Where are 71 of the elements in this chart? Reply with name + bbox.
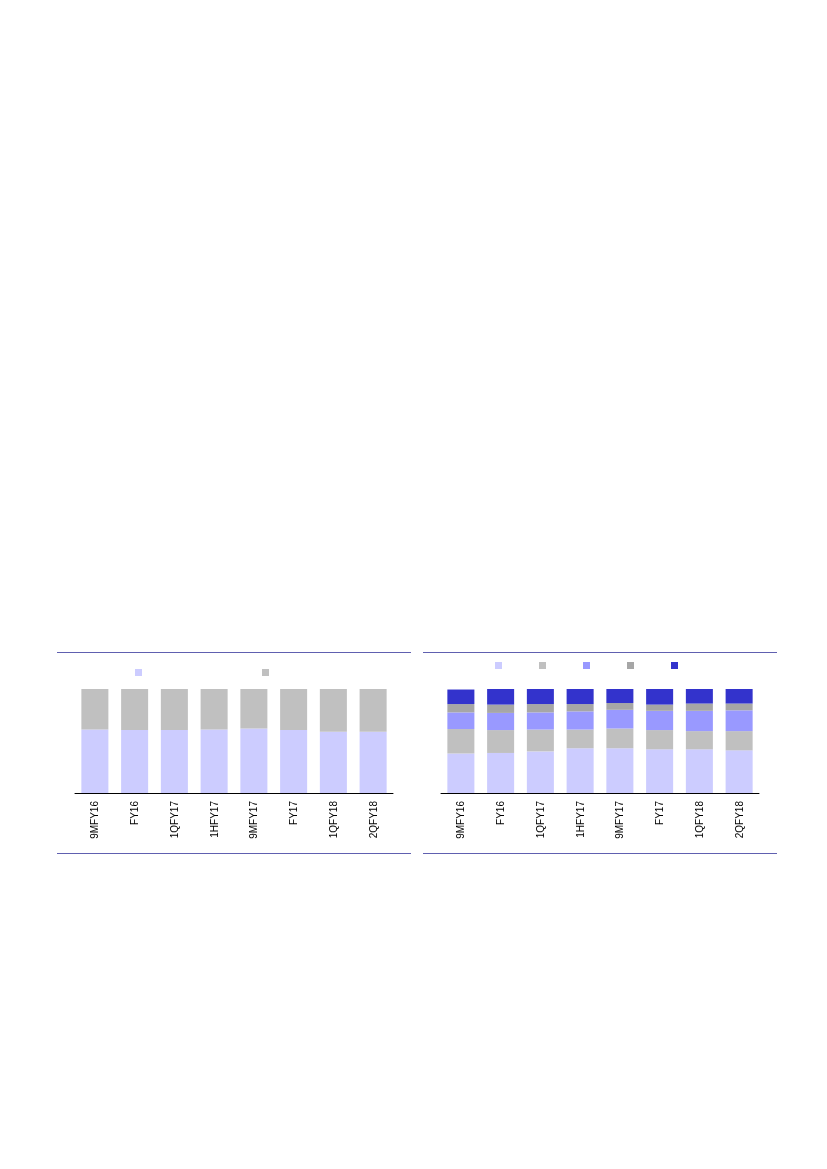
bar	[685, 710, 713, 732]
bar	[606, 703, 634, 710]
x-tick-label: 9MFY16	[89, 800, 101, 839]
bar	[200, 689, 228, 730]
bar	[526, 704, 554, 713]
bar	[280, 689, 308, 731]
bar	[566, 704, 594, 712]
bar	[81, 689, 109, 730]
x-tick-label: 2QFY18	[733, 800, 745, 839]
x-tick-label: FY16	[495, 800, 507, 825]
bar	[606, 689, 634, 704]
bar	[526, 751, 554, 793]
bar	[447, 712, 475, 730]
x-tick-label: 1QFY18	[327, 800, 339, 839]
bar	[566, 711, 594, 730]
bar	[487, 730, 515, 753]
x-tick-label: 1HFY17	[574, 800, 586, 838]
x-tick-label: FY17	[288, 800, 300, 825]
bar	[725, 710, 753, 732]
bar	[280, 730, 308, 793]
bar	[319, 731, 347, 793]
bar	[725, 731, 753, 751]
bar	[685, 703, 713, 711]
bar	[725, 750, 753, 793]
bar	[646, 704, 674, 711]
bar	[566, 689, 594, 705]
bar	[160, 730, 188, 793]
bar	[160, 689, 188, 731]
bar	[526, 729, 554, 752]
x-tick-label: 9MFY16	[455, 800, 467, 839]
bar	[606, 748, 634, 793]
bar	[487, 752, 515, 793]
x-tick-label: 1QFY18	[693, 800, 705, 839]
x-tick-label: 2QFY18	[367, 800, 379, 839]
bar	[606, 709, 634, 729]
bar	[359, 689, 387, 732]
bar	[359, 731, 387, 793]
bar	[526, 712, 554, 730]
x-tick-label: FY17	[654, 800, 666, 825]
bar	[685, 731, 713, 750]
bar	[646, 689, 674, 705]
bar	[447, 729, 475, 754]
bar	[487, 704, 515, 713]
bar	[685, 689, 713, 704]
x-tick-label: FY16	[129, 800, 141, 825]
bar	[240, 728, 268, 793]
bar	[526, 689, 554, 705]
bar	[81, 729, 109, 793]
bar	[566, 729, 594, 749]
x-tick-label: 1QFY17	[534, 800, 546, 839]
bar	[447, 753, 475, 793]
bar	[121, 689, 149, 731]
bar	[447, 704, 475, 713]
bar	[646, 710, 674, 731]
bar	[487, 712, 515, 731]
x-tick-label: 9MFY17	[248, 800, 260, 839]
bar	[240, 689, 268, 729]
bar	[685, 749, 713, 793]
bar	[487, 689, 515, 705]
bar	[200, 729, 228, 793]
bar	[319, 689, 347, 732]
bar	[646, 749, 674, 793]
bar	[725, 689, 753, 704]
bar	[447, 689, 475, 705]
x-tick-label: 1QFY17	[168, 800, 180, 839]
bar	[566, 748, 594, 793]
bar	[121, 730, 149, 793]
x-tick-label: 1HFY17	[208, 800, 220, 838]
bar	[646, 730, 674, 750]
bar	[606, 728, 634, 749]
x-tick-label: 9MFY17	[614, 800, 626, 839]
